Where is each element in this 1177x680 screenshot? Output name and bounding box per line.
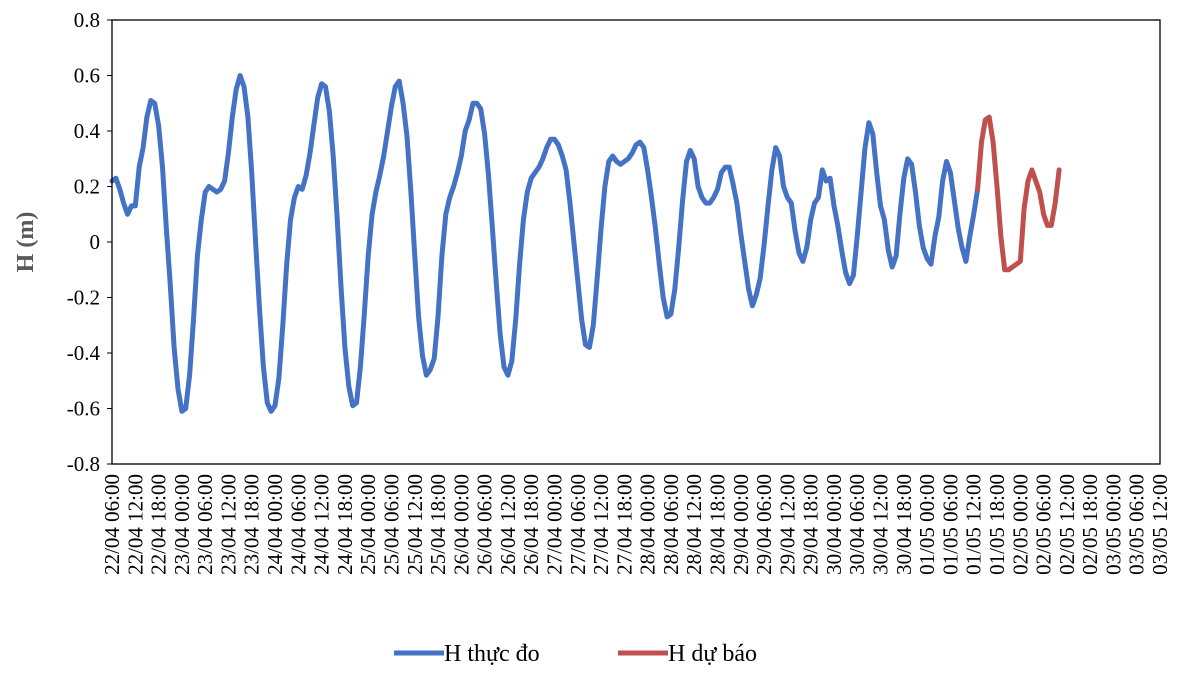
y-tick-label: 0.8 [74,8,100,32]
x-tick-label: 27/04 00:00 [542,474,566,575]
x-tick-label: 23/04 12:00 [216,474,240,575]
x-tick-label: 26/04 18:00 [519,474,543,575]
y-tick-label: 0.6 [74,64,100,88]
legend-label-measured: H thực đo [444,641,540,667]
legend: H thực đo H dự báo [394,641,757,667]
x-tick-label: 30/04 12:00 [869,474,893,575]
x-tick-label: 02/05 00:00 [1008,474,1032,575]
x-tick-label: 03/05 06:00 [1125,474,1149,575]
y-tick-label: -0.2 [67,286,100,310]
series-lines [109,73,1062,414]
legend-label-forecast: H dự báo [668,641,757,667]
x-tick-label: 25/04 12:00 [403,474,427,575]
x-tick-label: 26/04 12:00 [496,474,520,575]
x-tick-label: 24/04 00:00 [263,474,287,575]
x-tick-label: 24/04 18:00 [333,474,357,575]
x-tick-label: 23/04 06:00 [193,474,217,575]
x-tick-label: 03/05 00:00 [1101,474,1125,575]
y-tick-label: 0 [90,230,101,254]
x-axis-tick-labels: 22/04 06:00 22/04 12:00 22/04 18:00 23/04 0… [100,474,1172,575]
plot-area-border [111,19,1161,465]
x-tick-label: 29/04 18:00 [799,474,823,575]
x-tick-label: 01/05 00:00 [915,474,939,575]
y-axis-tick-labels: -0.8 -0.6 -0.4 -0.2 0 0.2 0.4 0.6 0.8 [67,8,112,476]
series-line-measured [109,73,981,414]
x-tick-label: 28/04 06:00 [659,474,683,575]
x-tick-label: 25/04 06:00 [379,474,403,575]
x-tick-label: 02/05 12:00 [1055,474,1079,575]
x-tick-label: 23/04 18:00 [240,474,264,575]
x-tick-label: 28/04 18:00 [706,474,730,575]
x-tick-label: 22/04 18:00 [147,474,171,575]
x-tick-label: 30/04 00:00 [822,474,846,575]
x-tick-label: 27/04 12:00 [589,474,613,575]
x-tick-label: 26/04 00:00 [449,474,473,575]
x-tick-label: 22/04 06:00 [100,474,124,575]
x-tick-label: 01/05 06:00 [938,474,962,575]
x-tick-label: 29/04 06:00 [752,474,776,575]
x-tick-label: 03/05 12:00 [1148,474,1172,575]
x-tick-label: 02/05 06:00 [1032,474,1056,575]
x-tick-label: 02/05 18:00 [1078,474,1102,575]
y-tick-label: 0.2 [74,175,100,199]
x-tick-label: 01/05 18:00 [985,474,1009,575]
x-tick-label: 28/04 00:00 [636,474,660,575]
y-axis-title: H (m) [13,212,39,273]
y-tick-label: -0.6 [67,397,100,421]
x-tick-label: 23/04 00:00 [170,474,194,575]
y-tick-label: -0.8 [67,452,100,476]
x-tick-label: 28/04 12:00 [682,474,706,575]
x-tick-label: 27/04 18:00 [612,474,636,575]
x-tick-label: 29/04 12:00 [775,474,799,575]
x-tick-label: 25/04 18:00 [426,474,450,575]
x-tick-label: 26/04 06:00 [473,474,497,575]
x-tick-label: 25/04 00:00 [356,474,380,575]
y-tick-label: -0.4 [67,341,101,365]
y-tick-label: 0.4 [74,119,101,143]
x-tick-label: 27/04 06:00 [566,474,590,575]
x-tick-label: 01/05 12:00 [962,474,986,575]
x-tick-label: 29/04 00:00 [729,474,753,575]
x-tick-label: 24/04 12:00 [310,474,334,575]
series-line-forecast [975,114,1062,273]
x-tick-label: 30/04 06:00 [845,474,869,575]
x-tick-label: 24/04 06:00 [286,474,310,575]
x-tick-label: 30/04 18:00 [892,474,916,575]
x-tick-label: 22/04 12:00 [123,474,147,575]
